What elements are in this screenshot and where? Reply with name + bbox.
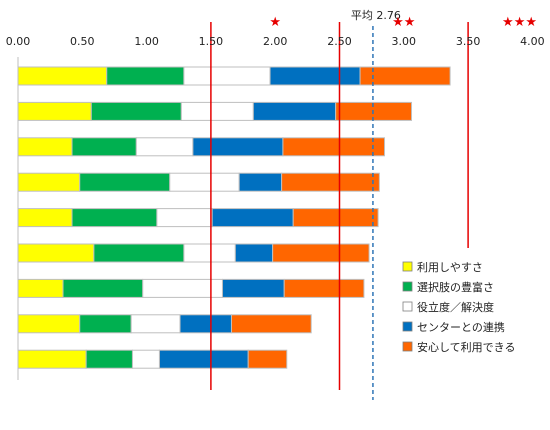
bar-segment [79,314,132,334]
bar-segment [17,66,108,86]
bar-segment [17,278,64,298]
bar-segment [169,172,240,192]
bar-segment [283,278,365,298]
bar-segment [17,314,81,334]
x-tick-label: 1.00 [134,35,159,48]
bar-segment [71,137,137,157]
bar-segment [17,243,95,263]
legend-swatch [402,321,413,332]
bar-segment [17,172,81,192]
bar-segment [211,208,294,228]
legend-label: 選択肢の豊富さ [417,280,494,294]
bar-segment [90,101,182,121]
x-tick-label: 0.50 [70,35,95,48]
bar-segment [135,137,194,157]
bar-segment [158,349,249,369]
bar-segment [85,349,133,369]
bar-segment [269,66,361,86]
bar-segment [282,137,386,157]
x-tick-label: 3.00 [392,35,417,48]
legend-box [396,258,528,362]
bar-segment [131,349,160,369]
bar-segment [183,243,236,263]
bar-group [17,66,451,369]
x-tick-label: 2.50 [327,35,352,48]
bar-segment [281,172,380,192]
star-rating-label: ★ [269,15,281,30]
legend-label: センターとの連携 [417,320,505,334]
bar-segment [106,66,185,86]
legend-label: 安心して利用できる [417,340,515,354]
legend-label: 役立度／解決度 [417,300,494,314]
x-tick-label: 2.00 [263,35,288,48]
bar-segment [234,243,274,263]
bar-segment [230,314,312,334]
legend-swatch [402,261,413,272]
reference-lines-front [210,22,469,400]
x-tick-label: 3.50 [456,35,481,48]
bar-segment [272,243,370,263]
bar-segment [247,349,288,369]
bar-segment [62,278,144,298]
star-rating-label: ★★ [392,15,415,30]
bar-segment [252,101,337,121]
star-rating-label: ★★★ [502,15,537,30]
legend-label: 利用しやすさ [417,261,483,274]
x-tick-label: 4.00 [520,35,545,48]
bar-segment [179,314,232,334]
legend-swatch [402,281,413,292]
bar-segment [17,208,73,228]
x-tick-label: 1.50 [199,35,224,48]
bar-segment [221,278,285,298]
bar-segment [17,137,73,157]
x-axis: 0.00 0.50 1.00 1.50 2.00 2.50 3.00 3.50 4.00 [6,35,545,380]
bar-segment [156,208,213,228]
bar-segment [180,101,254,121]
x-tick-label: 0.00 [6,35,31,48]
bar-segment [183,66,271,86]
bar-segment [292,208,379,228]
average-label: 平均 2.76 [351,9,401,22]
bar-segment [17,349,87,369]
bar-segment [359,66,451,86]
bar-segment [130,314,181,334]
bar-segment [238,172,283,192]
bar-segment [79,172,171,192]
legend-swatch [402,341,413,352]
bar-segment [17,101,92,121]
legend-swatch [402,301,413,312]
bar-segment [93,243,185,263]
bar-segment [71,208,158,228]
top-annotations: 平均 2.76 ★ ★★ ★★★ [269,9,537,30]
bar-segment [192,137,284,157]
